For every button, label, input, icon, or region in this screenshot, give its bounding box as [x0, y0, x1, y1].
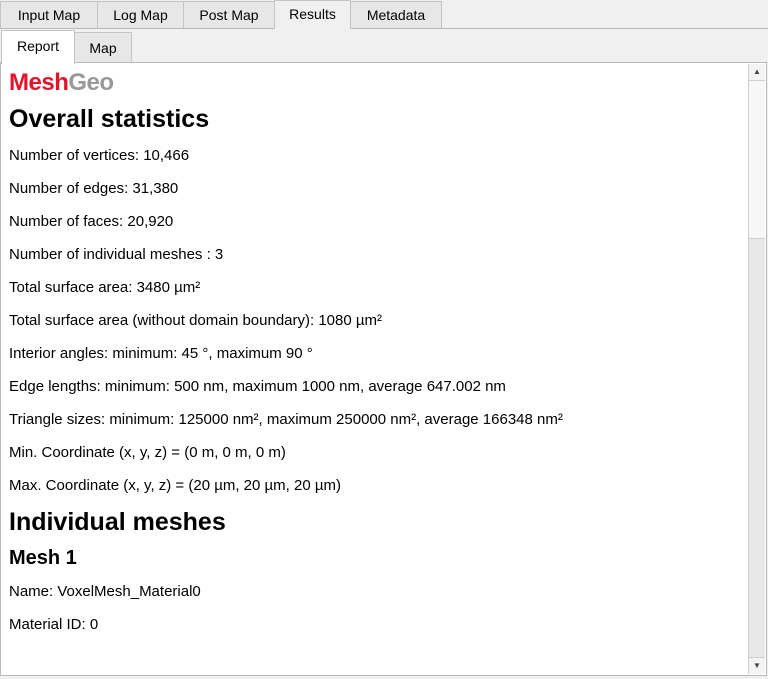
stat-edge-lengths: Edge lengths: minimum: 500 nm, maximum 1…	[9, 378, 506, 395]
stat-edges: Number of edges: 31,380	[9, 180, 179, 197]
tab-divider	[0, 28, 768, 29]
stat-min-coordinate: Min. Coordinate (x, y, z) = (0 m, 0 m, 0…	[9, 444, 286, 461]
mesh-1-material: Material ID: 0	[9, 616, 99, 633]
stat-interior-angles: Interior angles: minimum: 45 °, maximum …	[9, 345, 313, 362]
stat-max-coordinate: Max. Coordinate (x, y, z) = (20 µm, 20 µ…	[9, 477, 341, 494]
tab-results[interactable]: Results	[274, 0, 351, 29]
report-panel: MeshGeo Overall statistics Number of ver…	[0, 62, 767, 676]
stat-meshes: Number of individual meshes : 3	[9, 246, 224, 263]
mesh-1-name: Name: VoxelMesh_Material0	[9, 583, 201, 600]
vertical-scrollbar[interactable]: ▲ ▼	[748, 64, 765, 674]
tab-metadata[interactable]: Metadata	[350, 1, 442, 28]
stat-vertices: Number of vertices: 10,466	[9, 147, 190, 164]
tab-post-map[interactable]: Post Map	[183, 1, 275, 28]
stat-surface-area-no-boundary: Total surface area (without domain bound…	[9, 312, 383, 329]
main-tab-bar: Input Map Log Map Post Map Results Metad…	[0, 0, 768, 29]
meshgeo-logo: MeshGeo	[9, 69, 739, 99]
scrollbar-thumb[interactable]	[749, 81, 765, 239]
tab-input-map[interactable]: Input Map	[0, 1, 98, 28]
mesh-1-heading: Mesh 1	[9, 547, 77, 569]
stat-surface-area: Total surface area: 3480 µm²	[9, 279, 201, 296]
stat-triangle-sizes: Triangle sizes: minimum: 125000 nm², max…	[9, 411, 563, 428]
individual-meshes-heading: Individual meshes	[9, 508, 226, 536]
subtab-report[interactable]: Report	[1, 30, 75, 64]
scroll-down-arrow-icon[interactable]: ▼	[749, 657, 765, 674]
overall-statistics-heading: Overall statistics	[9, 105, 210, 133]
tab-log-map[interactable]: Log Map	[97, 1, 184, 28]
report-content: MeshGeo Overall statistics Number of ver…	[9, 69, 739, 641]
subtab-map[interactable]: Map	[74, 32, 132, 62]
stat-faces: Number of faces: 20,920	[9, 213, 174, 230]
scroll-up-arrow-icon[interactable]: ▲	[749, 64, 765, 81]
logo-mesh: Mesh	[9, 69, 69, 96]
logo-geo: Geo	[68, 69, 114, 96]
